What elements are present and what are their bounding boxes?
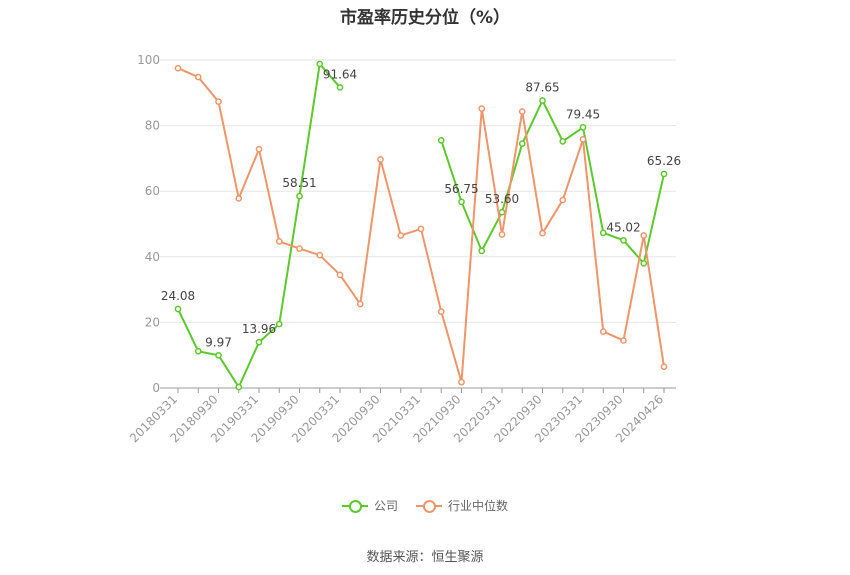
- data-point-0: [194, 347, 202, 355]
- data-point-1: [599, 328, 607, 335]
- data-point-0: [559, 137, 567, 145]
- data-labels: 24.08 9.97 13.96 58.51 91.64 56.75 53.60 87.65 7…: [161, 67, 681, 349]
- data-point-1: [194, 73, 202, 81]
- series-lines: [174, 60, 668, 391]
- legend-label-industry-median: 行业中位数: [448, 499, 509, 513]
- data-point-0: [235, 383, 243, 391]
- data-label: 13.96: [242, 322, 276, 336]
- data-point-0: [215, 351, 222, 359]
- series-line-0: [440, 99, 665, 265]
- data-point-0: [458, 198, 465, 206]
- data-label: 91.64: [323, 67, 357, 81]
- grid-lines: [160, 59, 676, 323]
- data-point-1: [215, 98, 222, 106]
- x-axis-tick-labels: 2018033120180930201903312019093020200331…: [127, 392, 666, 445]
- data-point-1: [275, 238, 283, 245]
- legend: 公司 行业中位数: [0, 497, 850, 514]
- data-point-0: [255, 338, 263, 346]
- data-point-0: [296, 192, 303, 200]
- y-tick-label: 100: [137, 53, 160, 67]
- data-point-1: [579, 136, 587, 143]
- data-point-1: [356, 300, 364, 308]
- data-label: 65.26: [647, 154, 681, 168]
- data-point-0: [275, 320, 283, 328]
- data-point-0: [316, 60, 324, 68]
- data-point-1: [417, 225, 425, 233]
- chart-title: 市盈率历史分位（%）: [339, 8, 511, 28]
- legend-item-industry-median[interactable]: 行业中位数: [416, 497, 508, 514]
- data-label: 24.08: [161, 289, 195, 303]
- legend-item-company[interactable]: 公司: [341, 497, 398, 514]
- data-label: 56.75: [444, 182, 478, 196]
- data-label: 53.60: [485, 192, 519, 206]
- y-tick-label: 60: [145, 184, 160, 198]
- data-point-0: [539, 97, 546, 104]
- data-point-0: [579, 124, 587, 131]
- data-point-0: [620, 236, 627, 244]
- y-axis-tick-labels: 0 20 40 60 80 100: [137, 53, 160, 395]
- data-point-1: [437, 308, 445, 315]
- data-label: 87.65: [525, 81, 559, 95]
- data-point-1: [255, 145, 263, 153]
- data-point-1: [316, 251, 324, 259]
- data-point-1: [458, 378, 465, 386]
- y-tick-label: 40: [145, 250, 160, 264]
- series-line-0: [177, 62, 341, 389]
- x-axis: [160, 387, 676, 393]
- data-point-1: [559, 196, 567, 204]
- data-point-1: [640, 232, 648, 239]
- data-point-1: [296, 245, 303, 252]
- y-tick-label: 80: [145, 119, 160, 133]
- legend-swatch-company: [341, 499, 368, 513]
- source-note: 数据来源：恒生聚源: [366, 550, 484, 565]
- data-point-1: [478, 105, 486, 112]
- data-point-0: [599, 229, 607, 237]
- data-label: 79.45: [566, 107, 600, 121]
- data-label: 58.51: [282, 176, 316, 190]
- data-point-0: [498, 208, 506, 216]
- data-point-0: [660, 170, 668, 178]
- data-point-0: [437, 137, 445, 144]
- y-tick-label: 20: [145, 315, 160, 329]
- legend-swatch-industry-median: [416, 499, 442, 513]
- data-label: 9.97: [205, 335, 232, 349]
- data-point-1: [518, 108, 526, 115]
- legend-label-company: 公司: [373, 499, 398, 513]
- data-label: 45.02: [606, 220, 640, 234]
- data-point-0: [640, 260, 648, 267]
- data-point-0: [174, 305, 182, 313]
- data-point-1: [377, 156, 384, 163]
- y-tick-label: 0: [152, 381, 160, 395]
- data-point-1: [336, 271, 344, 279]
- data-point-1: [620, 337, 627, 344]
- data-point-0: [478, 247, 486, 255]
- data-point-0: [518, 140, 526, 147]
- data-point-1: [498, 231, 506, 238]
- data-point-0: [336, 84, 344, 91]
- data-point-1: [174, 64, 182, 72]
- data-point-1: [235, 195, 243, 202]
- data-point-1: [397, 232, 405, 239]
- data-point-1: [539, 229, 546, 237]
- data-point-1: [660, 363, 668, 371]
